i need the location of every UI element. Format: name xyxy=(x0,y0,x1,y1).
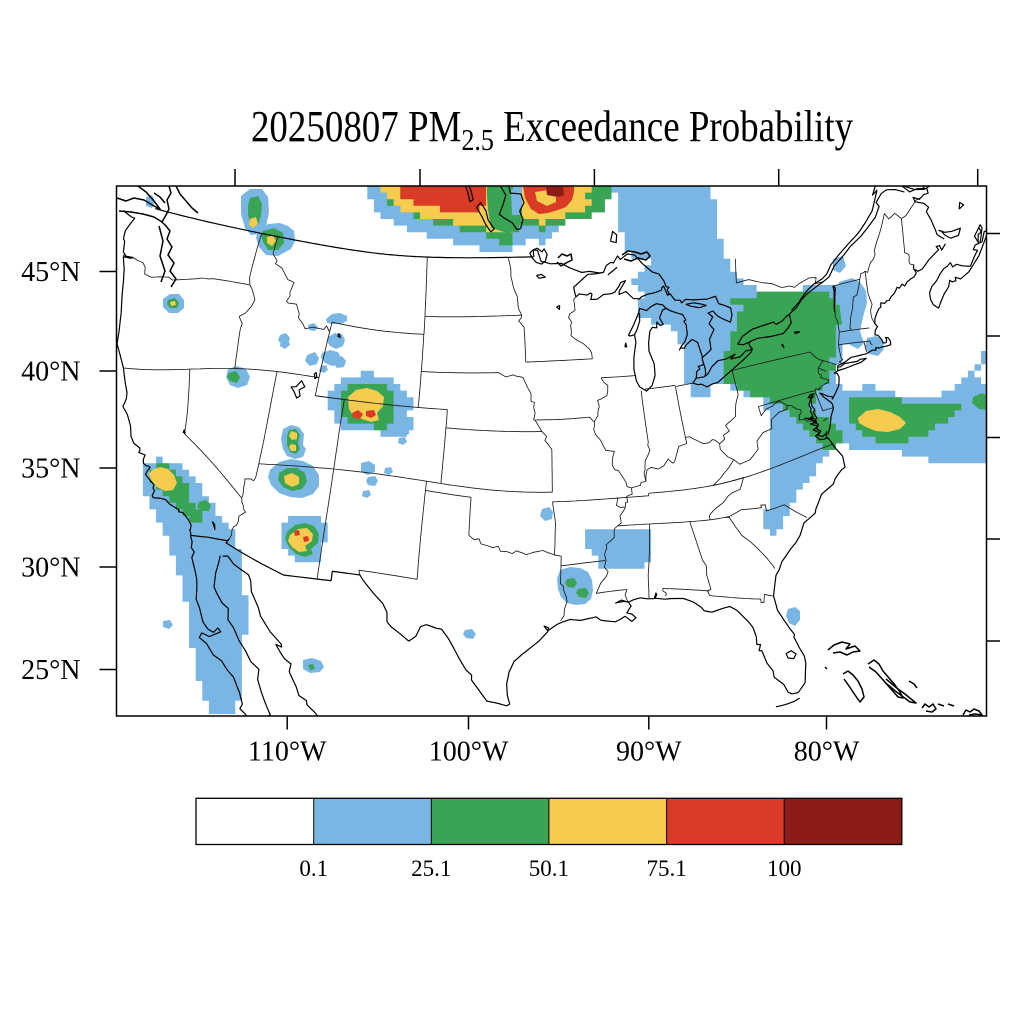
svg-text:50.1: 50.1 xyxy=(529,856,569,881)
svg-text:0.1: 0.1 xyxy=(299,856,328,881)
svg-text:110°W: 110°W xyxy=(248,737,327,768)
svg-text:45°N: 45°N xyxy=(21,257,80,288)
svg-text:40°N: 40°N xyxy=(21,357,80,388)
svg-text:100°W: 100°W xyxy=(429,737,509,768)
svg-text:90°W: 90°W xyxy=(616,737,682,768)
svg-text:35°N: 35°N xyxy=(21,454,80,485)
svg-text:80°W: 80°W xyxy=(794,737,860,768)
svg-text:75.1: 75.1 xyxy=(646,856,686,881)
svg-text:20250807 PM2.5 Exceedance Prob: 20250807 PM2.5 Exceedance Probability xyxy=(251,102,854,158)
svg-text:100: 100 xyxy=(767,856,802,881)
svg-text:25°N: 25°N xyxy=(21,655,80,686)
svg-text:30°N: 30°N xyxy=(21,553,80,584)
svg-text:25.1: 25.1 xyxy=(411,856,451,881)
